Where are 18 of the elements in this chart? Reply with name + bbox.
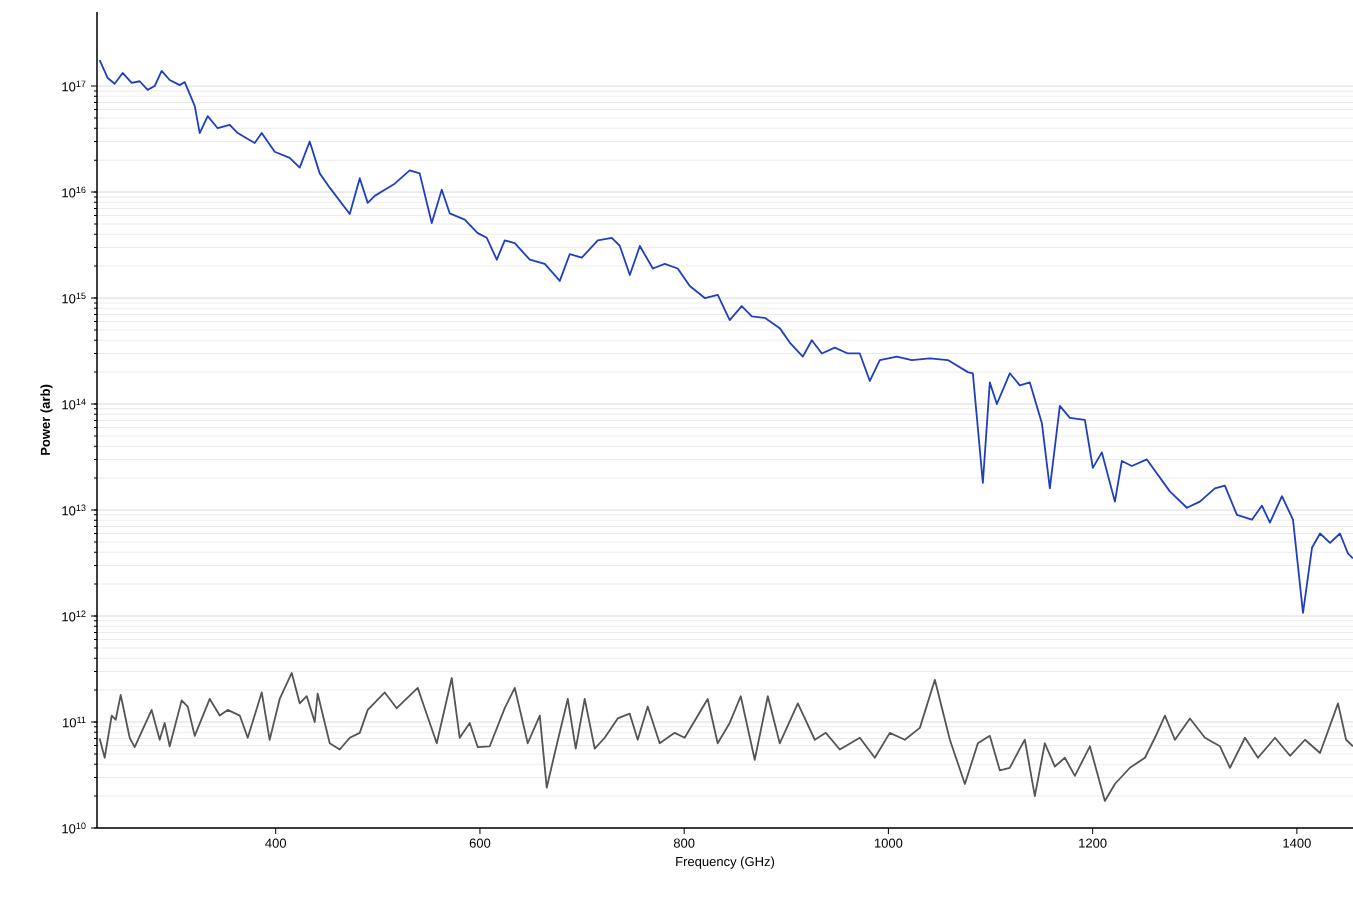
y-tick-label: 10$^{17}$ — [62, 80, 86, 92]
y-tick-label: 10$^{10}$ — [62, 822, 86, 834]
x-tick-label: 600 — [469, 838, 491, 848]
y-tick-label: 10$^{16}$ — [62, 186, 86, 198]
y-tick-label: 10$^{14}$ — [62, 398, 86, 410]
y-tick-label: 10$^{15}$ — [62, 292, 86, 304]
x-tick-label: 1400 — [1283, 838, 1311, 848]
x-tick-label: 400 — [265, 838, 287, 848]
x-tick-label: 1000 — [874, 838, 903, 848]
y-tick-label: 10$^{11}$ — [63, 716, 86, 728]
y-axis-title: Power (arb) — [40, 384, 53, 455]
x-axis-title: Frequency (GHz) — [676, 856, 775, 869]
y-tick-label: 10$^{13}$ — [62, 504, 86, 516]
line-series — [98, 672, 1353, 802]
line-series — [98, 59, 1353, 614]
x-tick-label: 800 — [673, 838, 695, 848]
y-tick-label: 10$^{12}$ — [62, 610, 86, 622]
x-tick-label: 1200 — [1079, 838, 1107, 848]
